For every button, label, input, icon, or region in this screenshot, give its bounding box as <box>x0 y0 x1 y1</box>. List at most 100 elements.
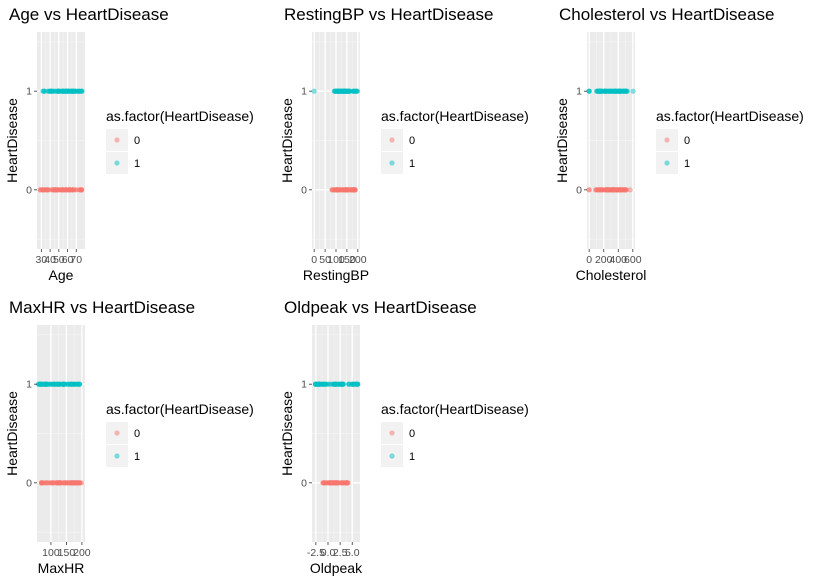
data-point-0 <box>623 187 629 193</box>
x-tick-label: 200 <box>595 254 613 266</box>
y-tick-label: 0 <box>301 477 307 489</box>
legend-title: as.factor(HeartDisease) <box>106 401 254 417</box>
legend-label: 1 <box>684 158 690 170</box>
chart-panel-maxhr: MaxHR vs HeartDisease 0 1 100 150 200 MaxHR Hea… <box>0 293 275 586</box>
data-point-1 <box>60 381 66 387</box>
x-tick-label: 40 <box>44 254 56 266</box>
x-tick-label: 5.0 <box>345 547 360 559</box>
y-tick-label: 0 <box>576 184 582 196</box>
data-point-1 <box>339 381 346 387</box>
x-tick-label: 150 <box>58 547 76 559</box>
data-point-0 <box>42 187 48 193</box>
data-point-1 <box>586 88 592 94</box>
chart-svg: Oldpeak vs HeartDisease 0 1 -2.50.02.55.0Ol… <box>279 298 529 576</box>
legend: as.factor(HeartDisease) 0 1 <box>656 108 804 174</box>
y-axis-title: HeartDisease <box>279 391 295 476</box>
legend-label: 1 <box>134 158 140 170</box>
legend-label: 1 <box>134 451 140 463</box>
data-point-1 <box>347 88 353 94</box>
x-tick-label: 50 <box>319 254 331 266</box>
data-point-1 <box>601 88 607 94</box>
data-point-0 <box>594 187 601 193</box>
data-point-1 <box>620 88 627 94</box>
y-tick-label: 0 <box>26 184 32 196</box>
data-point-1 <box>47 381 54 387</box>
x-axis-title: MaxHR <box>38 560 85 576</box>
x-tick-label: 0 <box>311 254 317 266</box>
x-tick-label: 30 <box>36 254 48 266</box>
legend: as.factor(HeartDisease) 0 1 <box>106 108 254 174</box>
data-point-1 <box>311 88 317 94</box>
data-point-0 <box>599 187 606 193</box>
data-point-1 <box>326 381 333 387</box>
x-axis-title: Oldpeak <box>310 560 363 576</box>
legend-label: 0 <box>409 135 415 147</box>
x-tick-label: 100 <box>327 254 345 266</box>
chart-panel-cholesterol: Cholesterol vs HeartDisease 0 1 0 200 400 600 C… <box>550 0 825 293</box>
data-point-0 <box>59 187 65 193</box>
legend-label: 0 <box>134 135 140 147</box>
data-point-0 <box>76 187 83 193</box>
data-point-0 <box>338 187 344 193</box>
legend-key-1 <box>114 453 120 459</box>
legend-key-1 <box>389 453 395 459</box>
x-tick-label: -2.5 <box>307 547 325 559</box>
data-point-1 <box>321 381 327 387</box>
y-tick-label: 0 <box>301 184 307 196</box>
legend-key-0 <box>114 137 120 143</box>
y-axis-title: HeartDisease <box>279 98 295 183</box>
chart-panel-restingbp: RestingBP vs HeartDisease 0 1 0 50 100 150 200 R… <box>275 0 550 293</box>
data-point-1 <box>49 88 55 94</box>
x-tick-label: 2.5 <box>333 547 348 559</box>
legend-label: 1 <box>409 158 415 170</box>
data-point-0 <box>616 187 622 193</box>
legend-key-0 <box>389 430 395 436</box>
data-point-0 <box>71 187 77 193</box>
data-point-0 <box>612 187 618 193</box>
x-tick-label: 200 <box>73 547 91 559</box>
x-tick-label: 70 <box>70 254 82 266</box>
data-point-0 <box>335 480 341 486</box>
data-point-0 <box>70 480 77 486</box>
x-tick-label: 0 <box>586 254 592 266</box>
data-point-0 <box>57 480 63 486</box>
data-point-0 <box>329 480 335 486</box>
x-tick-label: 0.0 <box>321 547 336 559</box>
y-tick-label: 1 <box>26 379 32 391</box>
y-tick-label: 1 <box>301 86 307 98</box>
data-point-1 <box>53 88 60 94</box>
data-point-0 <box>343 480 349 486</box>
data-point-1 <box>76 88 83 94</box>
data-point-1 <box>346 381 352 387</box>
legend-title: as.factor(HeartDisease) <box>106 108 254 124</box>
x-tick-label: 100 <box>42 547 60 559</box>
x-tick-label: 60 <box>62 254 74 266</box>
legend: as.factor(HeartDisease) 0 1 <box>381 401 529 467</box>
legend-key-1 <box>389 160 395 166</box>
chart-title: Cholesterol vs HeartDisease <box>559 5 774 24</box>
legend-title: as.factor(HeartDisease) <box>381 401 529 417</box>
x-tick-label: 50 <box>53 254 65 266</box>
x-tick-label: 150 <box>338 254 356 266</box>
data-point-0 <box>322 480 328 486</box>
data-point-1 <box>336 88 342 94</box>
y-tick-label: 0 <box>26 477 32 489</box>
chart-panel-age: Age vs HeartDisease 0 1 30 40 50 60 70 Age HeartD… <box>0 0 275 293</box>
legend-title: as.factor(HeartDisease) <box>656 108 804 124</box>
legend-key-1 <box>664 160 670 166</box>
data-point-0 <box>347 187 353 193</box>
data-point-1 <box>60 88 66 94</box>
legend-label: 0 <box>684 135 690 147</box>
x-tick-label: 600 <box>624 254 642 266</box>
data-point-1 <box>40 88 46 94</box>
data-point-0 <box>586 187 592 193</box>
x-axis-title: RestingBP <box>303 267 369 283</box>
data-point-1 <box>616 88 622 94</box>
chart-title: Oldpeak vs HeartDisease <box>284 298 477 317</box>
legend-key-0 <box>664 137 670 143</box>
data-point-1 <box>312 381 319 387</box>
